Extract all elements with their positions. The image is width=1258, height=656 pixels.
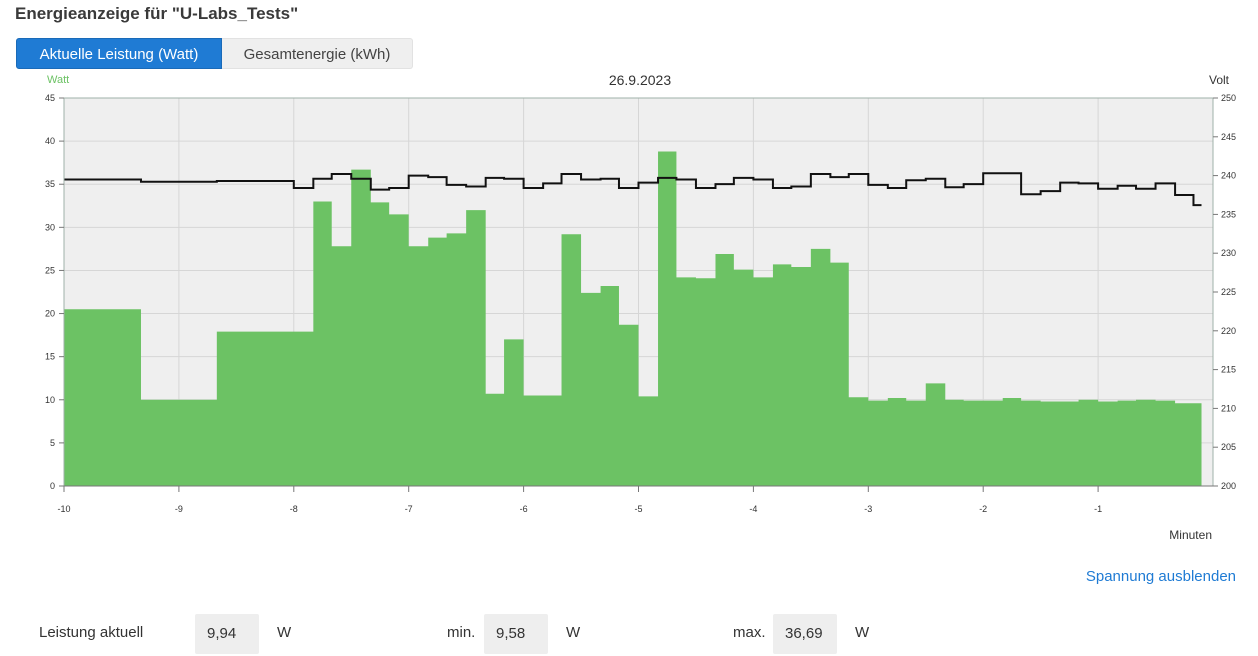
voltage-line-series <box>64 172 1202 207</box>
min-power-unit: W <box>566 624 581 641</box>
y-right-tick-label: 205 <box>1221 442 1236 452</box>
x-tick-label: -5 <box>634 504 642 514</box>
y-axis-left-label: Watt <box>47 74 69 86</box>
y-right-tick-label: 245 <box>1221 132 1236 142</box>
x-tick-label: -2 <box>979 504 987 514</box>
y-left-tick-label: 5 <box>50 438 55 448</box>
y-right-tick-label: 225 <box>1221 287 1236 297</box>
page-title: Energieanzeige für "U-Labs_Tests" <box>15 4 299 23</box>
x-tick-label: -1 <box>1094 504 1102 514</box>
current-power-value: 9,94 <box>195 614 259 654</box>
x-tick-label: -8 <box>290 504 298 514</box>
max-power-value: 36,69 <box>773 614 837 654</box>
x-tick-label: -9 <box>175 504 183 514</box>
y-right-tick-label: 250 <box>1221 93 1236 103</box>
tab-total-energy[interactable]: Gesamtenergie (kWh) <box>222 38 413 69</box>
y-right-tick-label: 235 <box>1221 209 1236 219</box>
x-tick-label: -6 <box>520 504 528 514</box>
current-power-label: Leistung aktuell <box>39 624 144 641</box>
x-tick-label: -7 <box>405 504 413 514</box>
chart-mode-tabs: Aktuelle Leistung (Watt) Gesamtenergie (… <box>16 38 413 69</box>
y-right-tick-label: 230 <box>1221 248 1236 258</box>
y-left-tick-label: 30 <box>45 222 55 232</box>
x-tick-label: -3 <box>864 504 872 514</box>
chart-title-date: 26.9.2023 <box>609 72 671 88</box>
y-left-tick-label: 35 <box>45 179 55 189</box>
max-power-unit: W <box>855 624 870 641</box>
x-tick-label: -10 <box>57 504 70 514</box>
y-right-tick-label: 220 <box>1221 326 1236 336</box>
min-power-value: 9,58 <box>484 614 548 654</box>
tab-current-power[interactable]: Aktuelle Leistung (Watt) <box>16 38 222 69</box>
hide-voltage-link[interactable]: Spannung ausblenden <box>1085 568 1236 585</box>
y-left-tick-label: 10 <box>45 395 55 405</box>
x-tick-label: -4 <box>749 504 757 514</box>
y-left-tick-label: 20 <box>45 309 55 319</box>
current-power-unit: W <box>277 624 292 641</box>
y-right-tick-label: 240 <box>1221 171 1236 181</box>
min-power-label: min. <box>447 624 476 641</box>
y-left-tick-label: 0 <box>50 481 55 491</box>
y-right-tick-label: 200 <box>1221 481 1236 491</box>
y-right-tick-label: 210 <box>1221 403 1236 413</box>
y-left-tick-label: 15 <box>45 352 55 362</box>
y-left-tick-label: 40 <box>45 136 55 146</box>
y-left-tick-label: 45 <box>45 93 55 103</box>
y-axis-right-label: Volt <box>1209 73 1230 87</box>
y-right-tick-label: 215 <box>1221 365 1236 375</box>
y-left-tick-label: 25 <box>45 265 55 275</box>
power-area-series <box>64 151 1202 487</box>
power-chart-svg: -10 -9 -8 -7 -6 -5 -4 -3 -2 -10510152025303540452… <box>45 72 1236 542</box>
power-chart: -10 -9 -8 -7 -6 -5 -4 -3 -2 -1 0 5 10 15 20 25 30 35 40 45 2… <box>0 70 1258 550</box>
tick-labels: -10 -9 -8 -7 -6 -5 -4 -3 -2 -10510152025303540452… <box>45 93 1236 514</box>
max-power-label: max. <box>733 624 766 641</box>
x-axis-label: Minuten <box>1169 528 1212 542</box>
